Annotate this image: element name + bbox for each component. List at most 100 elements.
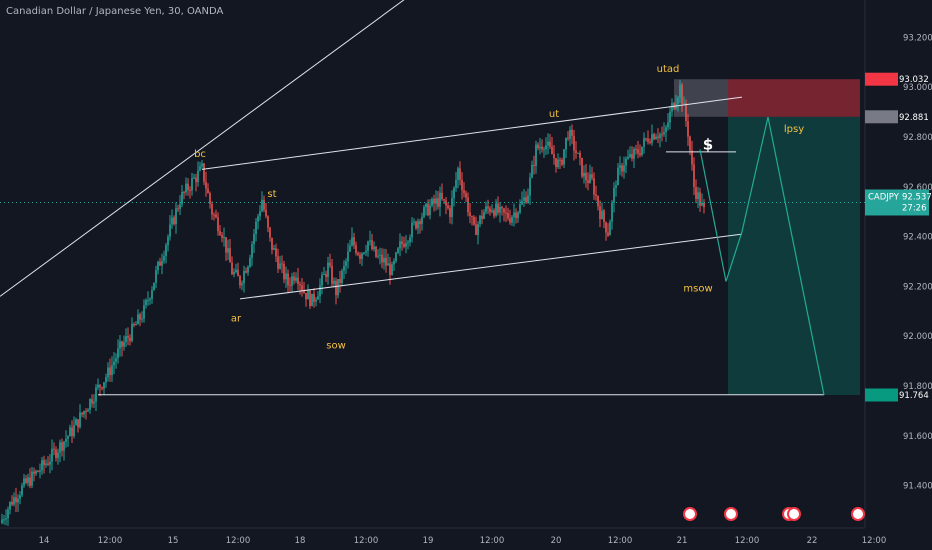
annotation-utad: utad bbox=[657, 64, 680, 75]
candle-body bbox=[399, 241, 401, 249]
candle-body bbox=[65, 438, 67, 442]
price-tag-bg bbox=[865, 72, 898, 86]
candle-body bbox=[115, 358, 117, 362]
candle-body bbox=[331, 265, 333, 284]
candle-body bbox=[7, 509, 9, 519]
candle-body bbox=[415, 221, 417, 229]
candle-body bbox=[245, 270, 247, 273]
candle-body bbox=[289, 285, 291, 287]
zone-target bbox=[728, 116, 860, 396]
candle-body bbox=[681, 84, 683, 104]
candle-body bbox=[365, 250, 367, 253]
candle-body bbox=[29, 477, 31, 486]
candle-body bbox=[565, 137, 567, 150]
candle-body bbox=[659, 134, 661, 138]
candle-body bbox=[445, 200, 447, 206]
candle-body bbox=[625, 158, 627, 166]
candle-body bbox=[637, 149, 639, 154]
candle-body bbox=[51, 448, 53, 462]
candle-body bbox=[209, 193, 211, 204]
candle-body bbox=[267, 216, 269, 228]
candle-body bbox=[427, 203, 429, 216]
candle-body bbox=[663, 132, 665, 135]
x-tick-label: 12:00 bbox=[735, 536, 760, 546]
candle-body bbox=[501, 206, 503, 209]
x-tick-label: 12:00 bbox=[608, 536, 633, 546]
candle-body bbox=[147, 300, 149, 302]
candle-body bbox=[661, 134, 663, 136]
candle-body bbox=[81, 412, 83, 415]
x-tick-label: 12:00 bbox=[354, 536, 379, 546]
candle-body bbox=[223, 237, 225, 239]
candle-body bbox=[627, 156, 629, 159]
zone-entry bbox=[674, 79, 728, 117]
candle-body bbox=[543, 149, 545, 151]
candle-body bbox=[547, 141, 549, 146]
candle-body bbox=[703, 202, 705, 208]
candle-body bbox=[257, 216, 259, 222]
candle-body bbox=[17, 498, 19, 503]
candle-body bbox=[375, 246, 377, 257]
candle-body bbox=[11, 501, 13, 505]
candle-body bbox=[367, 241, 369, 251]
candle-body bbox=[533, 164, 535, 166]
candle-body bbox=[345, 261, 347, 266]
candle-body bbox=[601, 210, 603, 219]
candle-body bbox=[121, 341, 123, 347]
candle-body bbox=[649, 141, 651, 143]
annotation-sow: sow bbox=[326, 341, 346, 352]
price-tag-value: 93.032 bbox=[899, 75, 929, 85]
trendline-0 bbox=[0, 0, 405, 297]
candle-body bbox=[189, 190, 191, 192]
candle-body bbox=[535, 144, 537, 166]
candle-body bbox=[577, 152, 579, 154]
candle-body bbox=[569, 129, 571, 139]
candle-body bbox=[23, 478, 25, 486]
candle-body bbox=[591, 174, 593, 179]
candle-body bbox=[513, 212, 515, 217]
candle-body bbox=[509, 218, 511, 223]
candle-body bbox=[537, 144, 539, 149]
candle-body bbox=[485, 206, 487, 212]
candle-body bbox=[195, 177, 197, 183]
candle-body bbox=[249, 257, 251, 267]
candle-body bbox=[187, 183, 189, 191]
candle-body bbox=[201, 163, 203, 167]
candle-body bbox=[377, 255, 379, 257]
annotation-bc: bc bbox=[194, 149, 206, 160]
candle-body bbox=[45, 463, 47, 465]
candle-body bbox=[43, 460, 45, 465]
projection-path bbox=[699, 116, 825, 396]
candle-body bbox=[111, 365, 113, 376]
y-tick-label: 92.400 bbox=[903, 233, 932, 243]
price-tag-bg bbox=[865, 110, 898, 124]
candle-body bbox=[671, 103, 673, 112]
candle-body bbox=[197, 170, 199, 183]
annotation-ar: ar bbox=[231, 313, 242, 324]
candle-body bbox=[581, 157, 583, 177]
candle-body bbox=[239, 276, 241, 286]
candle-body bbox=[135, 324, 137, 326]
candle-body bbox=[33, 471, 35, 474]
candle-body bbox=[603, 210, 605, 223]
candle-body bbox=[465, 193, 467, 198]
candle-body bbox=[467, 197, 469, 213]
candle-body bbox=[35, 470, 37, 474]
candle-body bbox=[633, 148, 635, 159]
candle-body bbox=[381, 254, 383, 263]
candle-body bbox=[553, 154, 555, 159]
candle-body bbox=[449, 208, 451, 218]
candle-body bbox=[163, 256, 165, 261]
candle-body bbox=[599, 206, 601, 219]
candle-body bbox=[397, 248, 399, 253]
y-tick-label: 92.800 bbox=[903, 133, 932, 143]
candle-body bbox=[443, 199, 445, 201]
candle-body bbox=[203, 163, 205, 182]
candle-body bbox=[615, 185, 617, 188]
annotation-msow: msow bbox=[683, 283, 712, 294]
candle-body bbox=[87, 409, 89, 412]
candle-body bbox=[425, 203, 427, 208]
candle-body bbox=[683, 103, 685, 105]
candle-body bbox=[503, 208, 505, 213]
